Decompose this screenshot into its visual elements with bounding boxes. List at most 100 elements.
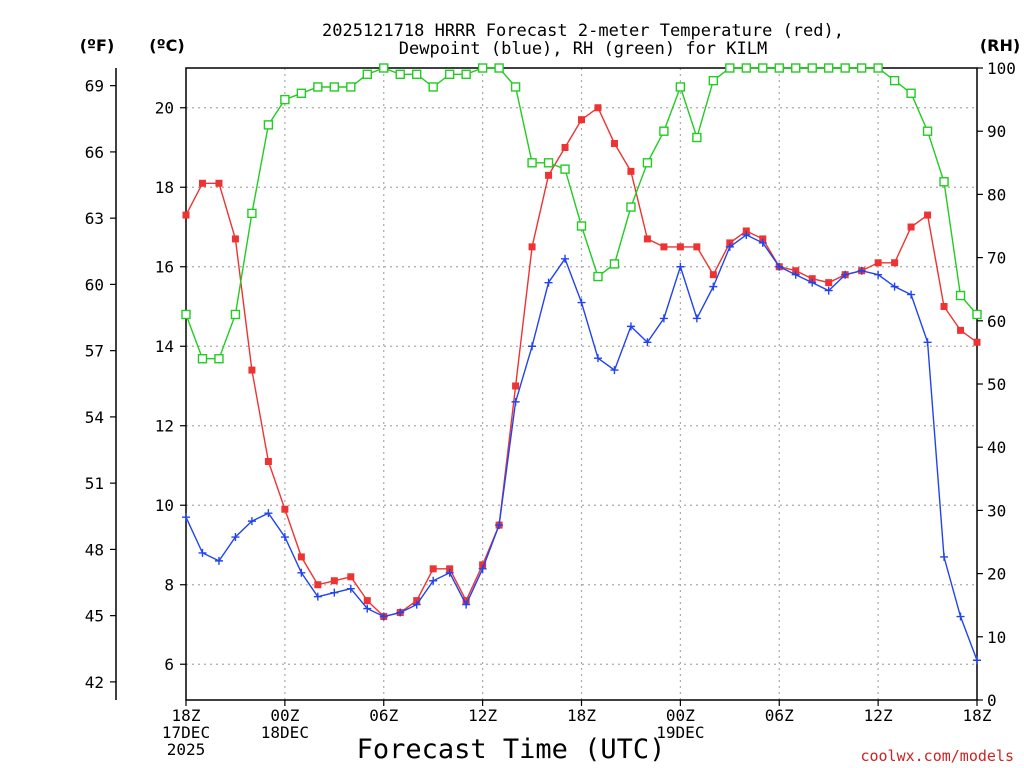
rh-tick-label: 0 bbox=[987, 691, 997, 710]
axes bbox=[110, 67, 983, 706]
rh-tick-label: 100 bbox=[987, 59, 1016, 78]
data-point bbox=[741, 63, 751, 73]
data-point bbox=[395, 69, 405, 80]
data-point bbox=[181, 309, 191, 320]
data-point bbox=[527, 158, 537, 168]
data-point bbox=[576, 221, 587, 231]
data-point bbox=[363, 604, 372, 613]
celsius-tick-label: 8 bbox=[164, 576, 174, 595]
data-point bbox=[972, 309, 982, 320]
data-point bbox=[709, 271, 717, 279]
data-point bbox=[807, 63, 817, 73]
data-point bbox=[545, 171, 553, 179]
rh-tick-label: 60 bbox=[987, 312, 1006, 331]
data-point bbox=[214, 556, 223, 565]
rh-tick-label: 80 bbox=[987, 185, 1006, 204]
data-point bbox=[890, 282, 899, 291]
data-point bbox=[923, 338, 932, 347]
data-point bbox=[610, 366, 619, 375]
data-point bbox=[231, 235, 239, 243]
data-point bbox=[297, 553, 305, 561]
rh-tick-label: 50 bbox=[987, 375, 1006, 394]
data-point bbox=[742, 230, 751, 239]
data-point bbox=[824, 286, 833, 295]
x-tick-label: 00Z bbox=[270, 706, 299, 725]
data-point bbox=[825, 279, 833, 287]
series-relative-humidity bbox=[181, 63, 982, 364]
celsius-unit-label: (ºC) bbox=[149, 36, 184, 55]
data-point bbox=[296, 88, 307, 98]
celsius-tick-label: 14 bbox=[155, 337, 174, 356]
data-point bbox=[313, 82, 323, 92]
celsius-tick-label: 20 bbox=[155, 99, 174, 118]
data-point bbox=[313, 592, 322, 601]
data-point bbox=[198, 179, 206, 187]
fahrenheit-tick-label: 51 bbox=[85, 474, 104, 493]
x-tick-label: 06Z bbox=[369, 706, 398, 725]
data-point bbox=[363, 597, 371, 605]
x-tick-label: 06Z bbox=[765, 706, 794, 725]
x-tick-label: 19DEC bbox=[656, 723, 704, 742]
x-tick-label: 12Z bbox=[468, 706, 497, 725]
data-point bbox=[263, 120, 274, 130]
data-point bbox=[676, 262, 685, 271]
data-point bbox=[922, 126, 933, 136]
fahrenheit-unit-label: (ºF) bbox=[80, 36, 115, 55]
rh-tick-label: 90 bbox=[987, 122, 1006, 141]
data-point bbox=[626, 322, 635, 331]
data-point bbox=[808, 278, 817, 287]
data-point bbox=[907, 290, 916, 299]
data-point bbox=[379, 63, 389, 73]
data-point bbox=[264, 509, 273, 518]
data-point bbox=[675, 82, 686, 92]
data-point bbox=[461, 69, 471, 80]
rh-tick-label: 10 bbox=[987, 628, 1006, 647]
data-point bbox=[907, 223, 915, 231]
data-point bbox=[329, 82, 340, 92]
data-point bbox=[528, 342, 537, 351]
data-point bbox=[891, 259, 899, 267]
data-point bbox=[198, 548, 207, 557]
data-point bbox=[346, 82, 356, 92]
x-tick-label: 17DEC bbox=[162, 723, 210, 742]
plot-frame bbox=[185, 67, 978, 701]
data-point bbox=[709, 282, 718, 291]
data-point bbox=[247, 208, 257, 219]
x-tick-label: 18Z bbox=[567, 706, 596, 725]
data-point bbox=[494, 63, 504, 73]
data-point bbox=[659, 314, 668, 323]
data-point bbox=[692, 132, 702, 143]
data-point bbox=[248, 366, 256, 374]
fahrenheit-tick-label: 66 bbox=[85, 143, 104, 162]
data-point bbox=[940, 302, 948, 310]
data-point bbox=[528, 243, 536, 251]
data-point bbox=[856, 63, 867, 73]
data-point bbox=[642, 158, 653, 168]
data-point bbox=[346, 584, 355, 593]
chart-title-line-2: Dewpoint (blue), RH (green) for KILM bbox=[399, 39, 767, 59]
data-point bbox=[182, 513, 190, 522]
data-series bbox=[181, 63, 982, 665]
data-point bbox=[247, 517, 256, 526]
data-point bbox=[495, 521, 504, 530]
data-point bbox=[857, 266, 866, 275]
data-point bbox=[939, 177, 949, 187]
chart-title-line-1: 2025121718 HRRR Forecast 2-meter Tempera… bbox=[322, 21, 844, 41]
x-axis-label: Forecast Time (UTC) bbox=[357, 734, 666, 765]
tick-labels: 42 45 48 51 54 57 60 63 66 69 6 8 10 12 14 16 18 20 0 10 20 3… bbox=[85, 59, 1016, 759]
data-point bbox=[774, 63, 784, 73]
data-point bbox=[660, 243, 668, 251]
data-point bbox=[214, 354, 224, 364]
data-point bbox=[692, 314, 701, 323]
data-point bbox=[889, 75, 900, 86]
data-point bbox=[593, 354, 602, 363]
data-point bbox=[791, 270, 800, 279]
data-point bbox=[231, 533, 240, 542]
data-point bbox=[593, 271, 603, 282]
data-point bbox=[643, 235, 651, 243]
data-point bbox=[330, 577, 338, 585]
data-point bbox=[412, 69, 422, 80]
data-point bbox=[412, 600, 421, 609]
data-point bbox=[379, 612, 388, 621]
data-point bbox=[659, 126, 669, 136]
